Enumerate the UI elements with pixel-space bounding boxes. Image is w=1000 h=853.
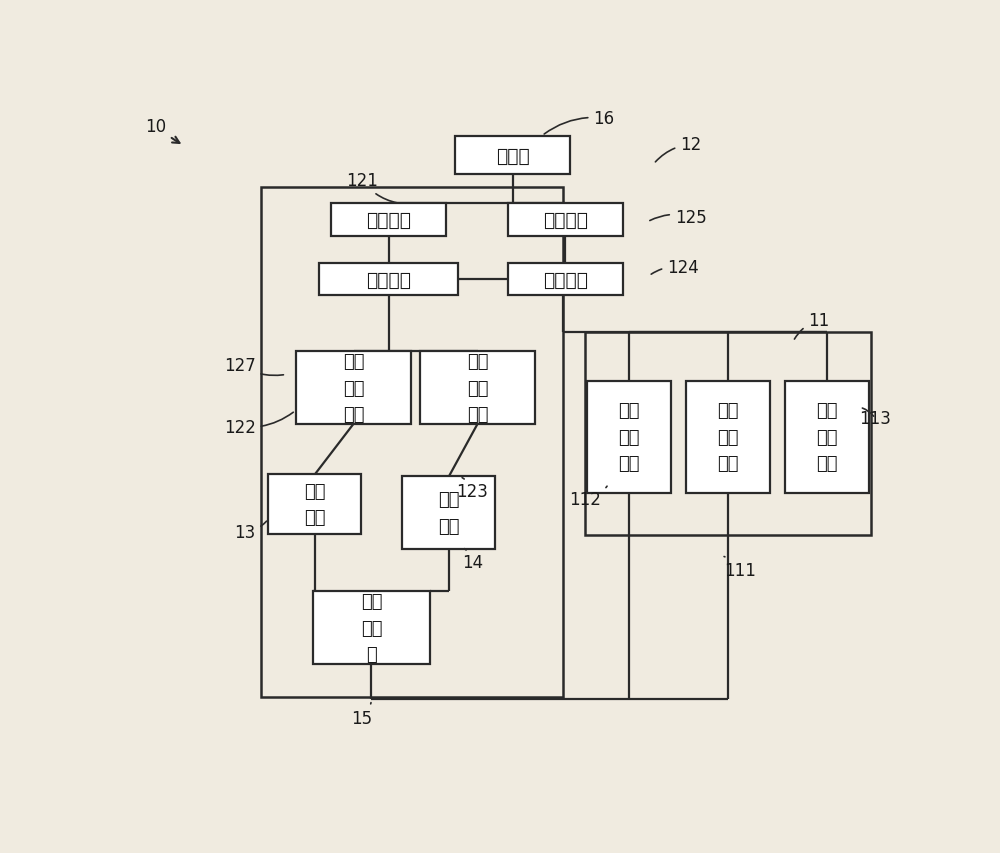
- Text: 充电
控制
模块: 充电 控制 模块: [343, 352, 364, 423]
- Text: 121: 121: [346, 172, 397, 204]
- Text: 电压
检测
电路: 电压 检测 电路: [618, 402, 640, 473]
- FancyBboxPatch shape: [455, 137, 570, 175]
- FancyBboxPatch shape: [785, 381, 869, 493]
- Text: 设定模块: 设定模块: [366, 211, 411, 230]
- FancyBboxPatch shape: [319, 264, 458, 296]
- Text: 放电
控制
模块: 放电 控制 模块: [467, 352, 488, 423]
- Text: 113: 113: [859, 409, 891, 428]
- Text: 放电
负载: 放电 负载: [438, 490, 460, 535]
- FancyBboxPatch shape: [587, 381, 671, 493]
- Text: 15: 15: [351, 703, 372, 728]
- Text: 125: 125: [650, 208, 707, 226]
- Text: 123: 123: [456, 478, 488, 500]
- Text: 111: 111: [724, 557, 756, 579]
- Text: 充电
电源: 充电 电源: [304, 482, 326, 526]
- Text: 112: 112: [569, 486, 607, 508]
- Text: 124: 124: [651, 259, 699, 277]
- Text: 计算模块: 计算模块: [543, 211, 588, 230]
- Text: 10: 10: [145, 118, 179, 144]
- Text: 12: 12: [655, 136, 701, 163]
- FancyBboxPatch shape: [508, 264, 623, 296]
- FancyBboxPatch shape: [686, 381, 770, 493]
- Text: 显示器: 显示器: [496, 147, 529, 165]
- Text: 电流
检测
电路: 电流 检测 电路: [717, 402, 739, 473]
- Text: 存储模块: 存储模块: [543, 270, 588, 289]
- Text: 温度
检测
电路: 温度 检测 电路: [816, 402, 838, 473]
- Text: 122: 122: [224, 413, 293, 437]
- FancyBboxPatch shape: [402, 477, 495, 549]
- Text: 待测
锂电
池: 待测 锂电 池: [361, 593, 382, 663]
- Text: 13: 13: [234, 521, 267, 542]
- Text: 11: 11: [794, 311, 829, 339]
- FancyBboxPatch shape: [296, 352, 411, 424]
- FancyBboxPatch shape: [420, 352, 535, 424]
- Text: 16: 16: [544, 110, 615, 135]
- FancyBboxPatch shape: [313, 592, 430, 664]
- Text: 14: 14: [462, 549, 483, 572]
- Text: 127: 127: [224, 356, 283, 376]
- Text: 比较模块: 比较模块: [366, 270, 411, 289]
- FancyBboxPatch shape: [268, 475, 361, 534]
- FancyBboxPatch shape: [508, 204, 623, 237]
- FancyBboxPatch shape: [331, 204, 446, 237]
